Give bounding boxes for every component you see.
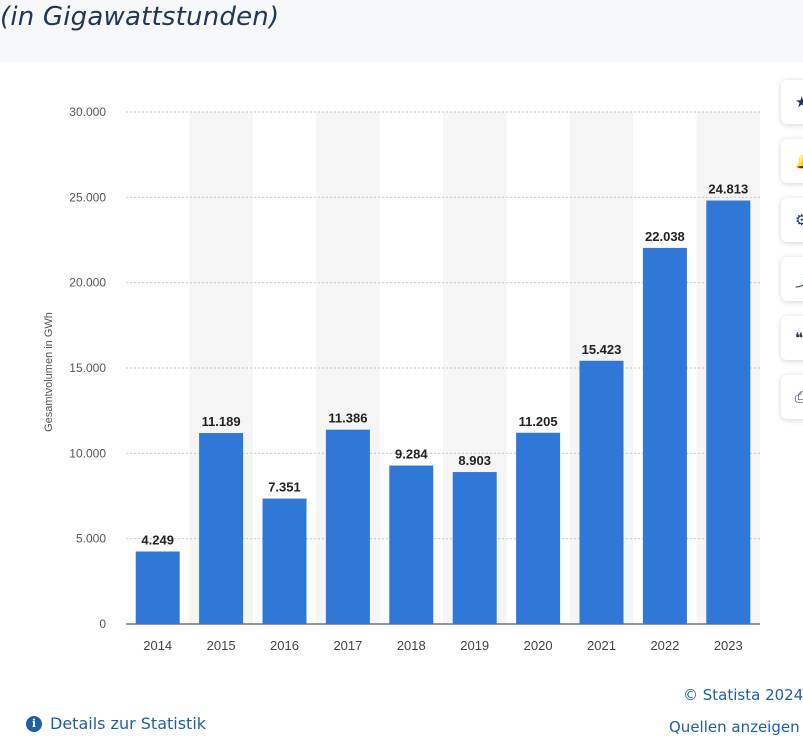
y-tick-label: 30.000 [69, 105, 106, 119]
bar [642, 247, 687, 624]
bar [262, 498, 307, 624]
data-label: 9.284 [395, 447, 428, 462]
data-label: 8.903 [458, 453, 491, 468]
x-tick-label: 2014 [143, 638, 172, 653]
details-link[interactable]: i Details zur Statistik [26, 714, 206, 733]
x-tick-label: 2022 [650, 638, 679, 653]
gear-icon: ⚙ [795, 211, 803, 229]
y-tick-label: 0 [99, 617, 106, 631]
data-label: 4.249 [141, 532, 174, 547]
side-toolbar: ★ 🔔 ⚙ ⤴ ❝ ⎙ [781, 80, 803, 434]
x-tick-label: 2016 [270, 638, 299, 653]
info-icon: i [26, 715, 42, 732]
chart-subtitle: (in Gigawattstunden) [0, 2, 280, 32]
bar [579, 360, 624, 624]
x-tick-label: 2018 [397, 638, 426, 653]
data-label: 15.423 [582, 342, 622, 357]
x-tick-label: 2017 [333, 638, 362, 653]
x-tick-label: 2023 [714, 638, 743, 653]
share-button[interactable]: ⤴ [781, 257, 803, 301]
details-label: Details zur Statistik [50, 714, 207, 733]
data-label: 11.205 [519, 414, 558, 429]
data-label: 7.351 [268, 480, 301, 495]
bar [516, 432, 561, 624]
x-tick-label: 2015 [207, 638, 236, 653]
copyright-text: © Statista 2024 [683, 686, 803, 704]
print-button[interactable]: ⎙ [781, 375, 803, 419]
bar-chart: 0 5.000 10.000 15.000 20.000 25.000 30.000 Gesa… [43, 105, 760, 653]
bar [199, 433, 244, 624]
bar [325, 429, 370, 624]
favorite-button[interactable]: ★ [781, 80, 803, 124]
sources-link[interactable]: Quellen anzeigen [669, 718, 800, 736]
y-tick-label: 15.000 [69, 361, 106, 375]
data-label: 11.386 [328, 411, 367, 426]
x-tick-label: 2020 [524, 638, 553, 653]
print-icon: ⎙ [795, 388, 803, 406]
y-tick-label: 5.000 [76, 532, 106, 546]
bar [135, 551, 180, 624]
bell-icon: 🔔 [795, 152, 803, 170]
notification-button[interactable]: 🔔 [781, 139, 803, 183]
y-tick-label: 20.000 [69, 276, 106, 290]
header-band: (in Gigawattstunden) [0, 0, 803, 62]
bar [389, 465, 434, 624]
bar [452, 472, 497, 624]
cite-button[interactable]: ❝ [781, 316, 803, 360]
y-axis-label: Gesamtvolumen in GWh [43, 312, 55, 432]
star-icon: ★ [795, 93, 803, 111]
y-tick-label: 10.000 [69, 446, 106, 460]
settings-button[interactable]: ⚙ [781, 198, 803, 242]
data-label: 11.189 [202, 414, 241, 429]
x-tick-label: 2019 [460, 638, 489, 653]
quote-icon: ❝ [795, 329, 803, 347]
x-tick-label: 2021 [587, 638, 616, 653]
y-tick-label: 25.000 [69, 190, 106, 204]
data-label: 24.813 [708, 182, 748, 197]
share-icon: ⤴ [795, 272, 803, 290]
bar [706, 200, 751, 625]
data-label: 22.038 [645, 229, 685, 244]
